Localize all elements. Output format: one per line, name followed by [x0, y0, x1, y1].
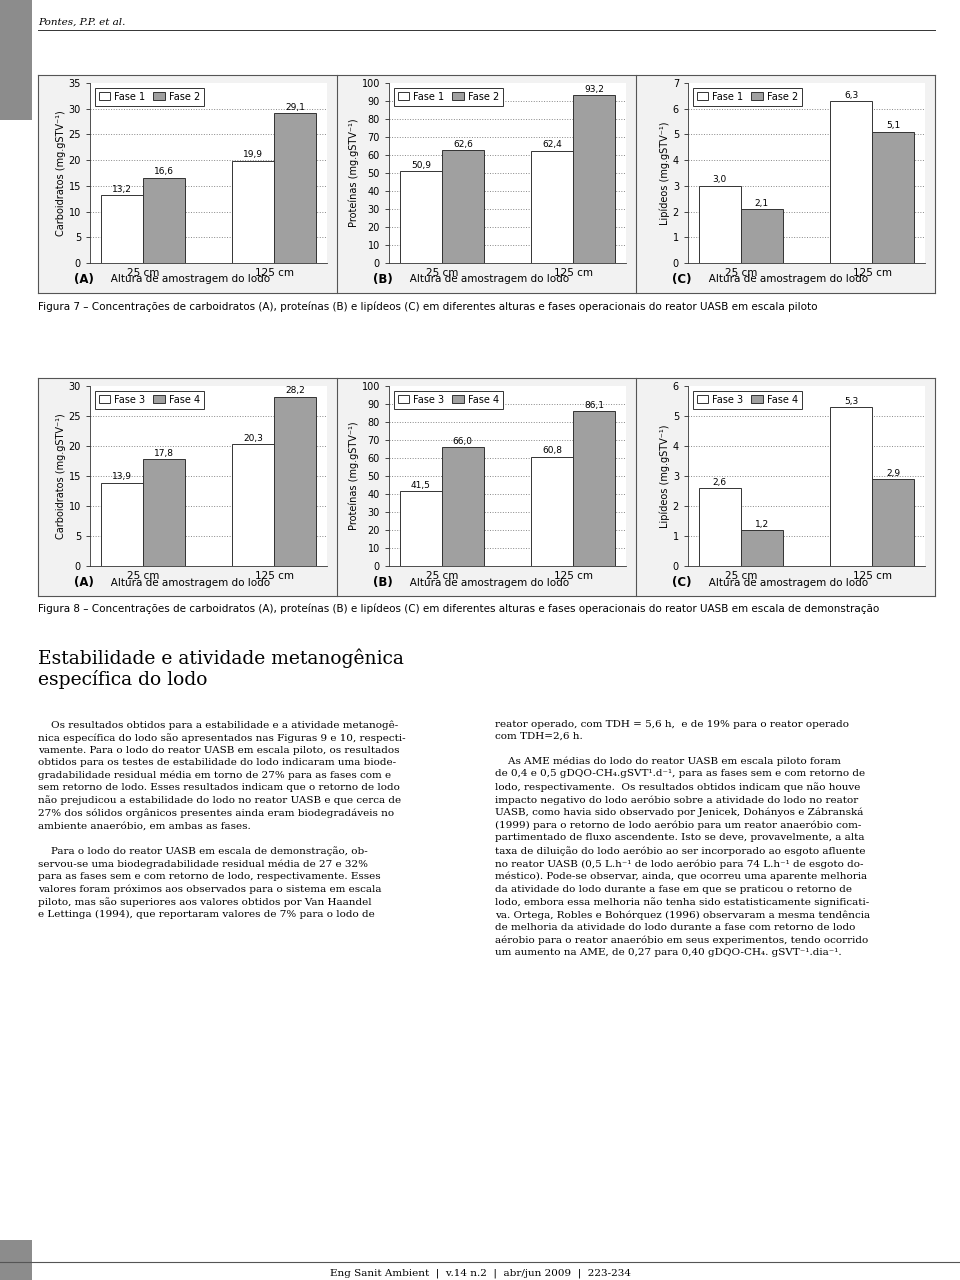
Bar [741, 209, 782, 262]
Bar [873, 479, 914, 566]
Bar [830, 407, 873, 566]
Text: Eng Sanit Ambient  |  v.14 n.2  |  abr/jun 2009  |  223-234: Eng Sanit Ambient | v.14 n.2 | abr/jun 2… [329, 1268, 631, 1277]
Text: reator operado, com TDH = 5,6 h,  e de 19% para o reator operado
com TDH=2,6 h.
: reator operado, com TDH = 5,6 h, e de 19… [495, 719, 870, 957]
Text: Altura de amostragem do lodo: Altura de amostragem do lodo [399, 274, 569, 284]
Bar [399, 172, 442, 262]
Text: 2,9: 2,9 [886, 468, 900, 477]
Text: Os resultados obtidos para a estabilidade e a atividade metanogê-
nica específic: Os resultados obtidos para a estabilidad… [38, 719, 406, 919]
Text: 62,4: 62,4 [542, 141, 562, 150]
Y-axis label: Lipídeos (mg.gSTV⁻¹): Lipídeos (mg.gSTV⁻¹) [660, 122, 670, 225]
Text: 17,8: 17,8 [154, 449, 174, 458]
Bar [699, 488, 741, 566]
Text: 2,1: 2,1 [755, 198, 769, 207]
Bar [741, 530, 782, 566]
Text: 41,5: 41,5 [411, 481, 431, 490]
Y-axis label: Proteínas (mg.gSTV⁻¹): Proteínas (mg.gSTV⁻¹) [348, 421, 359, 530]
Bar [699, 186, 741, 262]
Text: 6,3: 6,3 [844, 91, 858, 100]
Bar [143, 178, 185, 262]
Text: (C): (C) [672, 576, 691, 589]
Text: 3,0: 3,0 [712, 175, 727, 184]
Legend: Fase 3, Fase 4: Fase 3, Fase 4 [394, 390, 503, 408]
Text: Altura de amostragem do lodo: Altura de amostragem do lodo [699, 274, 868, 284]
Text: Figura 7 – Concentrações de carboidratos (A), proteínas (B) e lipídeos (C) em di: Figura 7 – Concentrações de carboidratos… [38, 301, 818, 311]
Text: Altura de amostragem do lodo: Altura de amostragem do lodo [101, 577, 270, 588]
Text: (B): (B) [372, 576, 393, 589]
Bar [873, 132, 914, 262]
Text: 2,6: 2,6 [712, 477, 727, 486]
Bar [573, 411, 615, 566]
Bar [275, 114, 316, 262]
Text: 66,0: 66,0 [453, 436, 473, 445]
Text: Figura 8 – Concentrações de carboidratos (A), proteínas (B) e lipídeos (C) em di: Figura 8 – Concentrações de carboidratos… [38, 604, 879, 614]
Bar [531, 457, 573, 566]
Y-axis label: Carboidratos (mg.gSTV⁻¹): Carboidratos (mg.gSTV⁻¹) [56, 413, 65, 539]
Text: (B): (B) [372, 273, 393, 285]
Text: 1,2: 1,2 [755, 520, 769, 529]
Bar [232, 444, 275, 566]
Bar [531, 151, 573, 262]
Text: 20,3: 20,3 [243, 434, 263, 443]
Text: 13,9: 13,9 [111, 472, 132, 481]
Text: Estabilidade e atividade metanogênica: Estabilidade e atividade metanogênica [38, 648, 404, 667]
Legend: Fase 1, Fase 2: Fase 1, Fase 2 [394, 88, 503, 106]
Text: 13,2: 13,2 [112, 184, 132, 193]
Text: 86,1: 86,1 [585, 401, 604, 410]
Bar [101, 483, 143, 566]
Text: 29,1: 29,1 [285, 102, 305, 111]
Text: 5,3: 5,3 [844, 397, 858, 406]
Legend: Fase 3, Fase 4: Fase 3, Fase 4 [95, 390, 204, 408]
Y-axis label: Proteínas (mg.gSTV⁻¹): Proteínas (mg.gSTV⁻¹) [348, 119, 359, 228]
Text: (A): (A) [74, 273, 94, 285]
Text: Altura de amostragem do lodo: Altura de amostragem do lodo [699, 577, 868, 588]
Bar [101, 195, 143, 262]
Text: 93,2: 93,2 [585, 84, 604, 93]
Text: 60,8: 60,8 [542, 447, 563, 456]
Text: (C): (C) [672, 273, 691, 285]
Text: 28,2: 28,2 [285, 387, 305, 396]
Text: 16,6: 16,6 [154, 168, 174, 177]
Bar [442, 150, 484, 262]
Legend: Fase 3, Fase 4: Fase 3, Fase 4 [693, 390, 802, 408]
Bar [442, 447, 484, 566]
Text: (A): (A) [74, 576, 94, 589]
Bar [143, 460, 185, 566]
Text: Altura de amostragem do lodo: Altura de amostragem do lodo [399, 577, 569, 588]
Bar [573, 95, 615, 262]
Text: Altura de amostragem do lodo: Altura de amostragem do lodo [101, 274, 270, 284]
Legend: Fase 1, Fase 2: Fase 1, Fase 2 [693, 88, 802, 106]
Bar [275, 397, 316, 566]
Y-axis label: Carboidratos (mg.gSTV⁻¹): Carboidratos (mg.gSTV⁻¹) [56, 110, 65, 236]
Text: específica do lodo: específica do lodo [38, 669, 207, 689]
Text: Pontes, P.P. et al.: Pontes, P.P. et al. [38, 18, 126, 27]
Text: 62,6: 62,6 [453, 140, 472, 148]
Text: 50,9: 50,9 [411, 161, 431, 170]
Text: 19,9: 19,9 [243, 150, 263, 159]
Y-axis label: Lipídeos (mg.gSTV⁻¹): Lipídeos (mg.gSTV⁻¹) [660, 424, 670, 527]
Bar [399, 492, 442, 566]
Legend: Fase 1, Fase 2: Fase 1, Fase 2 [95, 88, 204, 106]
Text: 5,1: 5,1 [886, 122, 900, 131]
Bar [830, 101, 873, 262]
Bar [232, 161, 275, 262]
Text: 230: 230 [38, 1266, 61, 1276]
